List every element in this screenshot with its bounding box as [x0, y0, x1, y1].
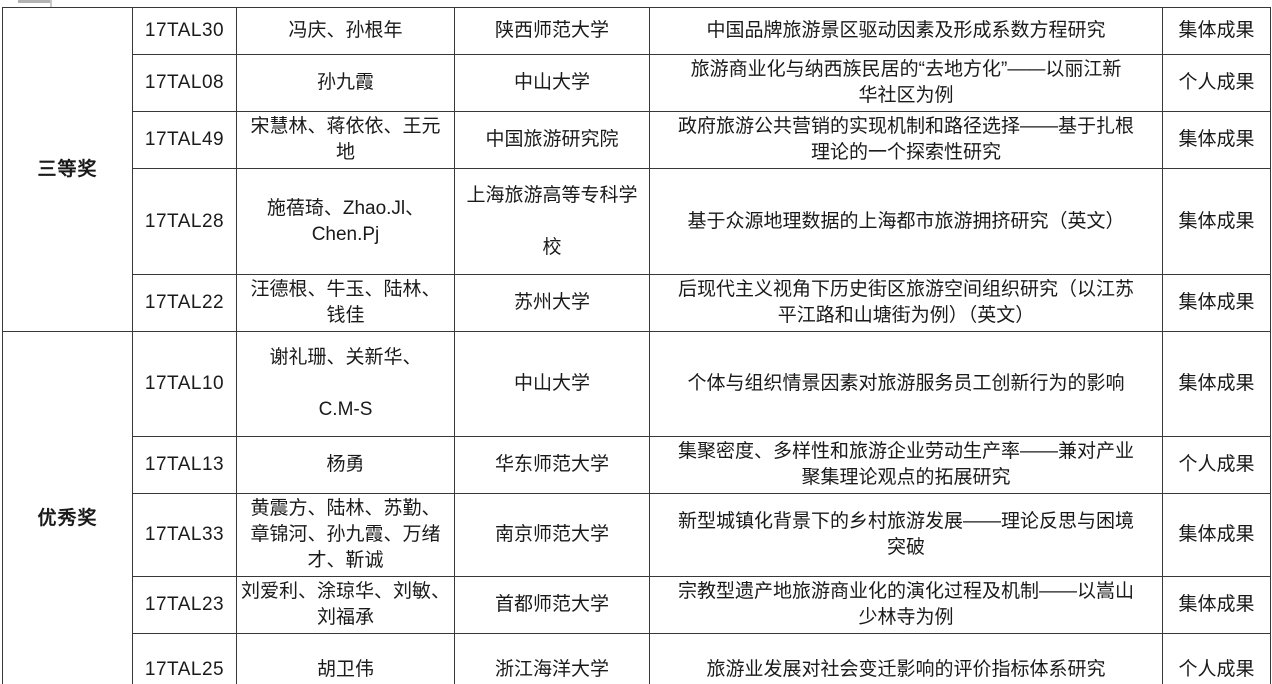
authors-cell: 胡卫伟	[236, 633, 455, 684]
institution-cell: 华东师范大学	[454, 436, 650, 494]
authors-cell: 冯庆、孙根年	[236, 7, 455, 55]
title-cell: 新型城镇化背景下的乡村旅游发展——理论反思与困境 突破	[649, 493, 1163, 577]
title-cell: 宗教型遗产地旅游商业化的演化过程及机制——以嵩山 少林寺为例	[649, 576, 1163, 634]
table-row: 优秀奖 17TAL10 谢礼珊、关新华、 C.M-S 中山大学 个体与组织情景因…	[2, 331, 1271, 684]
top-edge-artifact	[18, 0, 52, 3]
title-cell: 旅游业发展对社会变迁影响的评价指标体系研究	[649, 633, 1163, 684]
type-cell: 集体成果	[1162, 111, 1271, 169]
title-cell: 政府旅游公共营销的实现机制和路径选择——基于扎根 理论的一个探索性研究	[649, 111, 1163, 169]
type-cell: 个人成果	[1162, 54, 1271, 112]
authors-cell: 黄震方、陆林、苏勤、 章锦河、孙九霞、万绪 才、靳诚	[236, 493, 455, 577]
type-cell: 集体成果	[1162, 576, 1271, 634]
type-cell: 集体成果	[1162, 274, 1271, 332]
title-cell: 基于众源地理数据的上海都市旅游拥挤研究（英文）	[649, 168, 1163, 275]
table-row: 17TAL13 杨勇 华东师范大学 集聚密度、多样性和旅游企业劳动生产率——兼对…	[3, 436, 1271, 494]
table-row: 三等奖 17TAL30 冯庆、孙根年 陕西师范大学 中国品牌旅游景区驱动因素及形…	[2, 7, 1271, 332]
table-row: 17TAL33 黄震方、陆林、苏勤、 章锦河、孙九霞、万绪 才、靳诚 南京师范大…	[3, 493, 1271, 577]
type-cell: 个人成果	[1162, 633, 1271, 684]
id-cell: 17TAL22	[132, 274, 237, 332]
institution-cell: 上海旅游高等专科学 校	[454, 168, 650, 275]
authors-cell: 刘爱利、涂琼华、刘敏、 刘福承	[236, 576, 455, 634]
institution-cell: 苏州大学	[454, 274, 650, 332]
institution-cell: 中山大学	[454, 54, 650, 112]
institution-cell: 中国旅游研究院	[454, 111, 650, 169]
title-cell: 个体与组织情景因素对旅游服务员工创新行为的影响	[649, 331, 1163, 437]
authors-cell: 杨勇	[236, 436, 455, 494]
id-cell: 17TAL23	[132, 576, 237, 634]
table-row: 17TAL23 刘爱利、涂琼华、刘敏、 刘福承 首都师范大学 宗教型遗产地旅游商…	[3, 576, 1271, 634]
id-cell: 17TAL08	[132, 54, 237, 112]
institution-cell: 陕西师范大学	[454, 7, 650, 55]
title-cell: 中国品牌旅游景区驱动因素及形成系数方程研究	[649, 7, 1163, 55]
authors-cell: 孙九霞	[236, 54, 455, 112]
type-cell: 集体成果	[1162, 168, 1271, 275]
authors-cell: 谢礼珊、关新华、 C.M-S	[236, 331, 455, 437]
type-cell: 集体成果	[1162, 7, 1271, 55]
title-cell: 后现代主义视角下历史街区旅游空间组织研究（以江苏 平江路和山塘街为例）（英文）	[649, 274, 1163, 332]
table-row: 17TAL22 汪德根、牛玉、陆林、 钱佳 苏州大学 后现代主义视角下历史街区旅…	[3, 274, 1271, 332]
table-row: 17TAL25 胡卫伟 浙江海洋大学 旅游业发展对社会变迁影响的评价指标体系研究…	[3, 633, 1271, 684]
authors-cell: 施蓓琦、Zhao.Jl、 Chen.Pj	[236, 168, 455, 275]
institution-cell: 首都师范大学	[454, 576, 650, 634]
id-cell: 17TAL13	[132, 436, 237, 494]
institution-cell: 南京师范大学	[454, 493, 650, 577]
table-row: 17TAL08 孙九霞 中山大学 旅游商业化与纳西族民居的“去地方化”——以丽江…	[3, 54, 1271, 112]
id-cell: 17TAL25	[132, 633, 237, 684]
authors-cell: 宋慧林、蒋依依、王元 地	[236, 111, 455, 169]
institution-cell: 浙江海洋大学	[454, 633, 650, 684]
id-cell: 17TAL49	[132, 111, 237, 169]
awards-table: 三等奖 17TAL30 冯庆、孙根年 陕西师范大学 中国品牌旅游景区驱动因素及形…	[2, 7, 1271, 684]
id-cell: 17TAL10	[132, 331, 237, 437]
award-cell: 优秀奖	[2, 331, 133, 684]
table-row: 17TAL49 宋慧林、蒋依依、王元 地 中国旅游研究院 政府旅游公共营销的实现…	[3, 111, 1271, 169]
id-cell: 17TAL33	[132, 493, 237, 577]
id-cell: 17TAL28	[132, 168, 237, 275]
id-cell: 17TAL30	[132, 7, 237, 55]
type-cell: 个人成果	[1162, 436, 1271, 494]
table-row: 17TAL28 施蓓琦、Zhao.Jl、 Chen.Pj 上海旅游高等专科学 校…	[3, 168, 1271, 275]
title-cell: 旅游商业化与纳西族民居的“去地方化”——以丽江新 华社区为例	[649, 54, 1163, 112]
institution-cell: 中山大学	[454, 331, 650, 437]
title-cell: 集聚密度、多样性和旅游企业劳动生产率——兼对产业 聚集理论观点的拓展研究	[649, 436, 1163, 494]
top-edge-artifact-tick	[50, 0, 52, 7]
type-cell: 集体成果	[1162, 493, 1271, 577]
type-cell: 集体成果	[1162, 331, 1271, 437]
award-cell: 三等奖	[2, 7, 133, 332]
authors-cell: 汪德根、牛玉、陆林、 钱佳	[236, 274, 455, 332]
